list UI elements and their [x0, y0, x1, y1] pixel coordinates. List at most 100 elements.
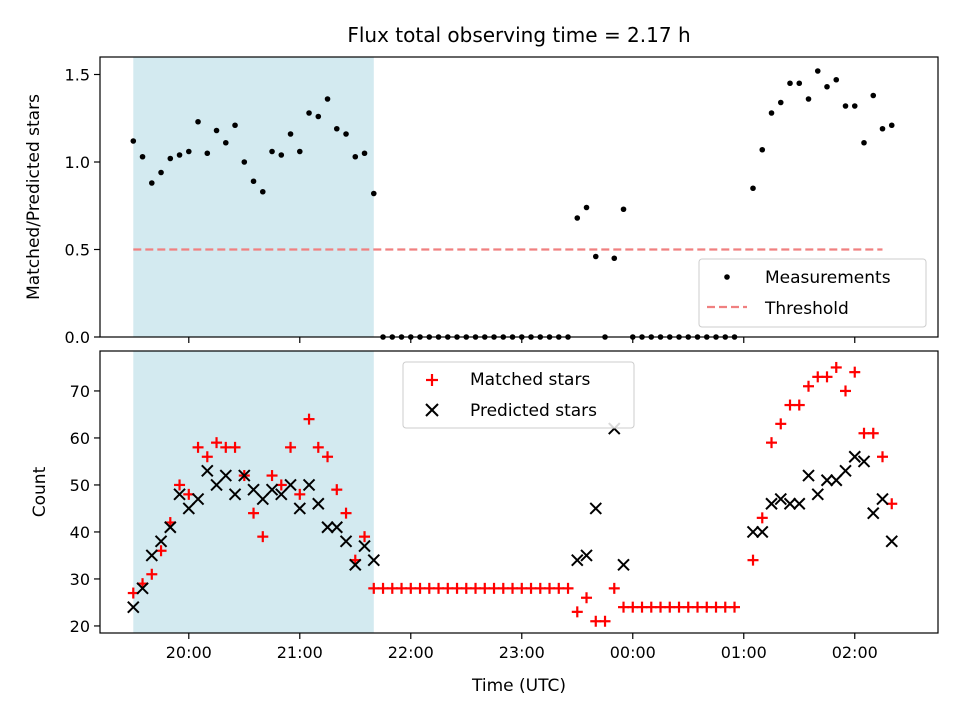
matched-star-point [525, 582, 537, 594]
measurement-point [611, 255, 618, 262]
measurement-point [361, 150, 368, 157]
y-tick-label: 70 [70, 382, 90, 401]
measurement-point [259, 188, 266, 195]
matched-star-point [386, 582, 398, 594]
predicted-star-point-b [330, 521, 343, 534]
measurement-point [148, 180, 155, 186]
matched-star-point [821, 371, 833, 383]
predicted-star-point [857, 455, 871, 468]
predicted-star-point-b [885, 535, 898, 548]
matched-star-point [285, 441, 297, 453]
x-tick-label: 01:00 [721, 643, 767, 662]
x-tick-label: 22:00 [388, 643, 434, 662]
predicted-star-point-b [830, 474, 843, 487]
measurement-point [861, 139, 867, 146]
bottom-y-axis: 20 30 40 50 60 70 [70, 382, 100, 636]
predicted-star-point-b [580, 549, 593, 562]
matched-star-point [211, 437, 223, 449]
measurement-point [250, 178, 257, 185]
matched-star-point [858, 427, 870, 439]
measurement-point [805, 96, 812, 102]
matched-star-point [766, 437, 778, 449]
predicted-star-point-b [127, 600, 140, 614]
bottom-shaded-region [133, 351, 374, 633]
predicted-star-point [136, 582, 149, 595]
matched-star-point [636, 601, 648, 613]
predicted-star-point [580, 549, 593, 562]
predicted-star-point-b [191, 492, 205, 506]
bottom-legend: Matched stars Predicted stars [402, 361, 635, 429]
matched-star-point [849, 366, 861, 378]
matched-star-point [257, 531, 269, 543]
predicted-star-point-b [765, 497, 778, 510]
x-tick-label: 20:00 [166, 643, 212, 662]
y-tick-label: 20 [70, 617, 90, 636]
measurement-point [574, 215, 581, 221]
matched-star-point [442, 582, 454, 594]
predicted-star-point-b [339, 535, 353, 548]
measurement-point [787, 80, 793, 87]
predicted-star-point [265, 483, 279, 496]
measurement-point [333, 125, 340, 132]
matched-star-point [719, 601, 731, 613]
matched-star-point [608, 582, 620, 594]
predicted-star-point [589, 502, 602, 515]
predicted-star-point [182, 502, 196, 515]
predicted-star-point [571, 553, 584, 567]
measurement-point [851, 103, 858, 109]
matched-star-point [368, 582, 380, 594]
measurement-point [167, 155, 174, 162]
predicted-star-point-b [182, 502, 196, 515]
predicted-star-point-b [302, 478, 316, 492]
measurement-point [204, 150, 211, 157]
predicted-star-point-b [839, 464, 852, 478]
predicted-star-point [284, 478, 297, 492]
predicted-star-point-b [293, 502, 306, 515]
matched-star-point [220, 441, 232, 453]
predicted-star-point-b [228, 488, 242, 501]
predicted-star-point [312, 497, 325, 510]
measurement-point [888, 122, 895, 129]
chart-title: Flux total observing time = 2.17 h [347, 23, 690, 47]
matched-star-point [673, 601, 685, 613]
measurement-point [592, 253, 599, 260]
predicted-star-point-b [867, 506, 880, 520]
matched-star-point [414, 582, 426, 594]
predicted-star-point [358, 539, 371, 553]
predicted-star-point [783, 497, 797, 510]
measurement-point [583, 204, 590, 211]
predicted-star-point-b [793, 497, 806, 510]
matched-star-point [571, 606, 583, 618]
predicted-star-point [367, 553, 380, 567]
predicted-star-point [238, 469, 251, 482]
matched-star-point [322, 451, 334, 463]
predicted-star-point-b [802, 469, 815, 482]
predicted-star-point-b [876, 492, 889, 506]
predicted-star-point-b [173, 488, 186, 501]
predicted-star-point-b [367, 553, 380, 567]
top-legend-box [698, 258, 927, 328]
predicted-star-point-b [145, 549, 159, 562]
predicted-star-point-b [256, 492, 269, 506]
predicted-star-point-b [321, 521, 334, 534]
measurement-point [352, 153, 359, 160]
matched-star-point [793, 399, 805, 411]
matched-star-point [303, 413, 315, 425]
measurements-legend-marker [724, 274, 730, 280]
measurement-point [833, 76, 840, 83]
predicted-star-point [293, 502, 306, 515]
y-tick-label: 50 [70, 476, 90, 495]
matched-star-point [710, 601, 722, 613]
predicted-star-point [256, 492, 269, 506]
top-axes-frame [99, 56, 939, 338]
measurement-point [195, 118, 201, 125]
predicted-star-point-b [756, 525, 769, 539]
predicted-star-point-b [238, 469, 251, 482]
x-tick-label: 21:00 [277, 643, 323, 662]
matched-star-point [312, 441, 324, 453]
y-tick-label: 1.0 [65, 153, 90, 172]
measurement-point [232, 122, 238, 129]
predicted-star-point [302, 478, 316, 492]
bottom-x-axis: 20:00 21:00 22:00 23:00 00:00 01:00 02:00 [166, 633, 878, 662]
measurement-point [768, 110, 775, 116]
